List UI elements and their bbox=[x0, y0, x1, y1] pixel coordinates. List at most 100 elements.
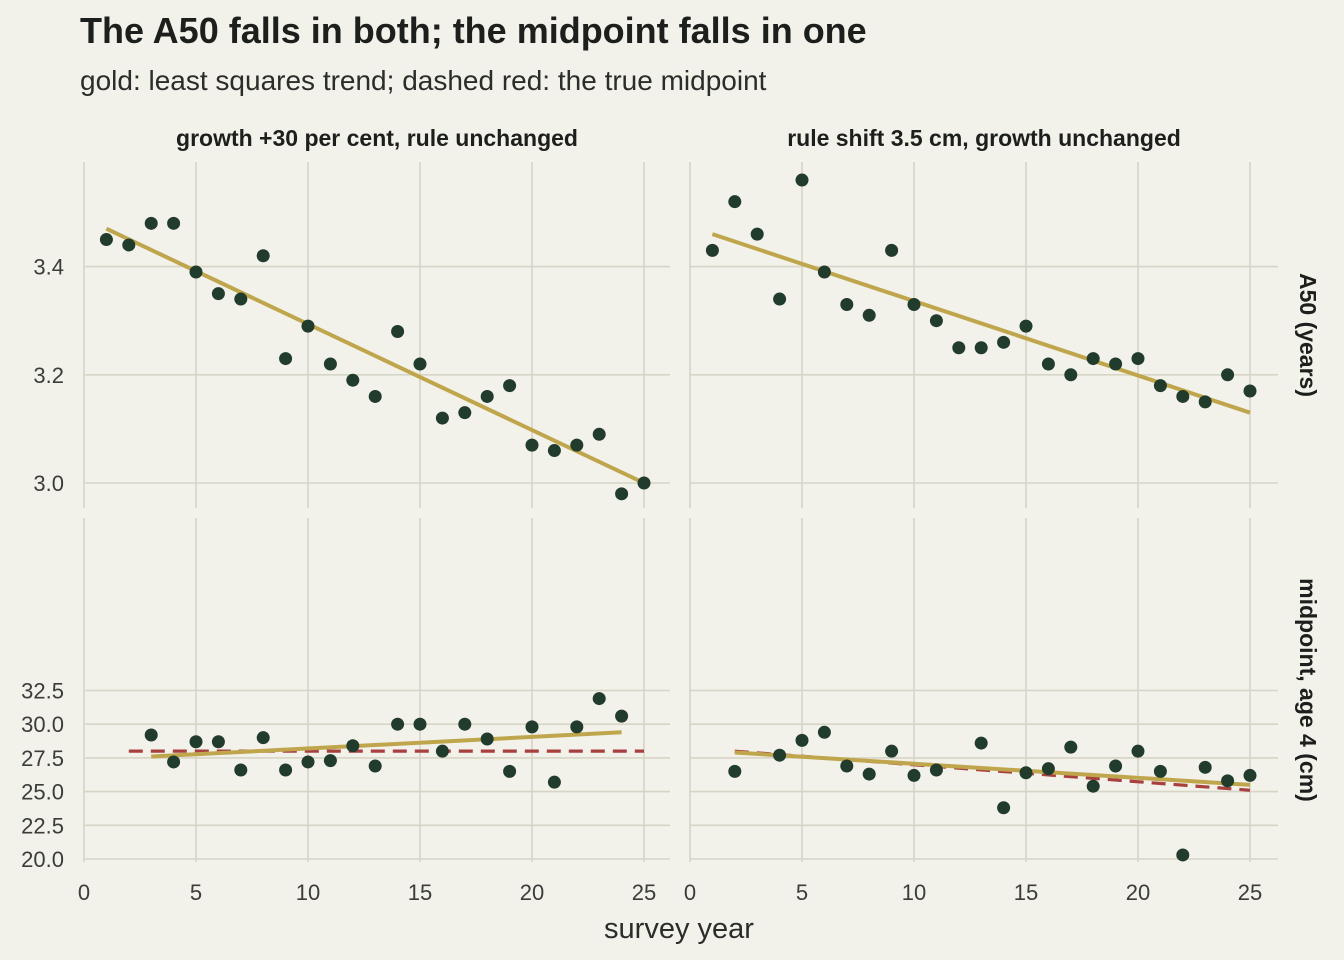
data-point bbox=[503, 379, 517, 393]
data-point bbox=[279, 352, 293, 366]
data-point bbox=[1041, 357, 1055, 371]
data-point bbox=[1109, 759, 1123, 773]
data-point bbox=[1221, 368, 1235, 382]
data-point bbox=[1198, 760, 1212, 774]
data-point bbox=[346, 373, 360, 387]
data-point bbox=[1243, 384, 1257, 398]
x-tick-label: 10 bbox=[902, 880, 926, 905]
strip-label-row-1: midpoint, age 4 (cm) bbox=[1295, 578, 1321, 802]
data-point bbox=[773, 748, 787, 762]
trend-line bbox=[734, 750, 1251, 787]
data-point bbox=[234, 292, 248, 306]
data-point bbox=[234, 763, 248, 777]
data-point bbox=[525, 720, 539, 734]
data-point bbox=[1131, 352, 1145, 366]
x-tick-label: 5 bbox=[796, 880, 808, 905]
data-point bbox=[323, 754, 337, 768]
data-point bbox=[480, 389, 494, 403]
x-tick-label: 25 bbox=[1238, 880, 1262, 905]
data-point bbox=[1019, 766, 1033, 780]
data-point bbox=[795, 733, 809, 747]
x-tick-label: 0 bbox=[78, 880, 90, 905]
data-point bbox=[211, 735, 225, 749]
data-point bbox=[885, 744, 899, 758]
data-point bbox=[368, 389, 382, 403]
x-axis-label: survey year bbox=[604, 913, 754, 945]
data-point bbox=[1064, 368, 1078, 382]
panel-grid-r0-c0 bbox=[83, 162, 670, 508]
data-point bbox=[458, 406, 472, 420]
data-point bbox=[1221, 774, 1235, 788]
x-tick-label: 5 bbox=[190, 880, 202, 905]
data-point bbox=[323, 357, 337, 371]
strip-label-col-1: rule shift 3.5 cm, growth unchanged bbox=[787, 125, 1181, 151]
data-point bbox=[728, 195, 742, 209]
chart-subtitle: gold: least squares trend; dashed red: t… bbox=[80, 65, 767, 96]
y-tick-label: 3.4 bbox=[33, 255, 64, 280]
panel-r0-c0 bbox=[99, 216, 651, 501]
y-tick-label: 27.5 bbox=[21, 746, 64, 771]
data-point bbox=[525, 438, 539, 452]
x-tick-label: 10 bbox=[296, 880, 320, 905]
panel-grid-r1-c1 bbox=[689, 518, 1278, 862]
panel-grid-r0-c1 bbox=[689, 162, 1278, 508]
data-point bbox=[1131, 744, 1145, 758]
data-point bbox=[256, 731, 270, 745]
y-tick-label: 32.5 bbox=[21, 679, 64, 704]
data-point bbox=[615, 487, 629, 501]
data-point bbox=[1243, 768, 1257, 782]
y-tick-label: 20.0 bbox=[21, 847, 64, 872]
data-point bbox=[167, 216, 181, 230]
data-point bbox=[750, 227, 764, 241]
data-point bbox=[1086, 779, 1100, 793]
data-point bbox=[413, 357, 427, 371]
data-point bbox=[189, 735, 203, 749]
x-tick-label: 15 bbox=[1014, 880, 1038, 905]
data-point bbox=[301, 755, 315, 769]
data-point bbox=[615, 709, 629, 723]
data-point bbox=[705, 243, 719, 257]
data-point bbox=[637, 476, 651, 490]
panel-r1-c1 bbox=[728, 725, 1257, 862]
data-point bbox=[211, 287, 225, 301]
data-point bbox=[480, 732, 494, 746]
y-tick-label: 22.5 bbox=[21, 813, 64, 838]
data-point bbox=[929, 763, 943, 777]
trend-line bbox=[711, 232, 1251, 415]
data-point bbox=[997, 801, 1011, 815]
data-point bbox=[997, 335, 1011, 349]
strip-label-col-0: growth +30 per cent, rule unchanged bbox=[176, 125, 578, 151]
data-point bbox=[368, 759, 382, 773]
data-point bbox=[1019, 319, 1033, 333]
data-point bbox=[1153, 764, 1167, 778]
data-point bbox=[279, 763, 293, 777]
data-point bbox=[1109, 357, 1123, 371]
panel-r0-c1 bbox=[705, 173, 1257, 415]
data-point bbox=[840, 297, 854, 311]
data-point bbox=[391, 325, 405, 339]
data-point bbox=[773, 292, 787, 306]
data-point bbox=[346, 739, 360, 753]
data-point bbox=[592, 692, 606, 706]
data-point bbox=[570, 720, 584, 734]
data-point bbox=[1153, 379, 1167, 393]
y-tick-label: 3.2 bbox=[33, 363, 64, 388]
data-point bbox=[728, 764, 742, 778]
data-point bbox=[1041, 762, 1055, 776]
panel-grid: growth +30 per cent, rule unchanged rule … bbox=[21, 125, 1321, 905]
y-tick-label: 25.0 bbox=[21, 780, 64, 805]
x-tick-label: 20 bbox=[520, 880, 544, 905]
data-point bbox=[547, 775, 561, 789]
x-tick-label: 15 bbox=[408, 880, 432, 905]
x-tick-label: 20 bbox=[1126, 880, 1150, 905]
data-point bbox=[503, 764, 517, 778]
data-point bbox=[167, 755, 181, 769]
panel-grid-r1-c0 bbox=[83, 518, 670, 862]
data-point bbox=[1198, 395, 1212, 409]
data-point bbox=[144, 728, 158, 742]
data-point bbox=[122, 238, 136, 252]
data-point bbox=[817, 725, 831, 739]
data-point bbox=[144, 216, 158, 230]
data-point bbox=[99, 233, 113, 247]
data-point bbox=[1086, 352, 1100, 366]
